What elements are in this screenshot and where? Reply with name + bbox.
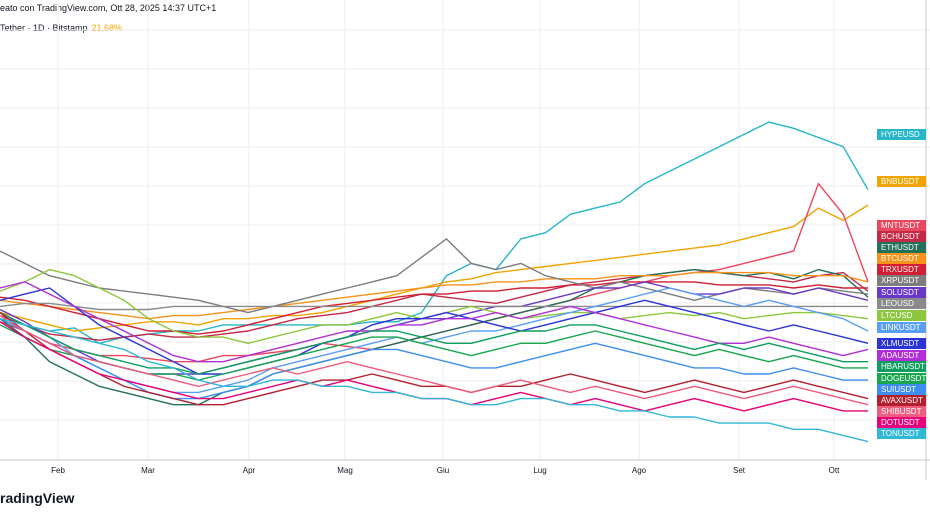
x-axis-tick-label: Mag <box>337 466 353 475</box>
series-line-shibusdt[interactable] <box>0 315 869 406</box>
series-line-tonusdt[interactable] <box>0 318 869 443</box>
price-tag-ltcusd: LTCUSD <box>877 310 926 321</box>
series-line-adausdt[interactable] <box>0 281 869 363</box>
series-line-leousd[interactable] <box>0 302 868 311</box>
symbol-info: Tether · 1D · Bitstamp <box>0 23 88 33</box>
price-tag-trxusdt: TRXUSDT <box>877 264 926 275</box>
price-tag-xlmusdt: XLMUSDT <box>877 338 926 349</box>
symbol-change-pct: 21,68% <box>91 23 123 33</box>
price-tag-bchusdt: BCHUSDT <box>877 231 926 242</box>
x-axis-tick-label: Giu <box>436 466 450 475</box>
price-tag-bnbusdt: BNBUSDT <box>877 176 926 187</box>
price-tag-ethusdt: ETHUSDT <box>877 242 926 253</box>
x-axis-tick-label: Apr <box>242 466 256 475</box>
price-tag-leousd: LEOUSD <box>877 298 926 309</box>
price-tag-shibusdt: SHIBUSDT <box>877 406 926 417</box>
price-tag-hypeusd: HYPEUSD <box>877 129 926 140</box>
price-tag-solusdt: SOLUSDT <box>877 287 926 298</box>
price-tag-mntusdt: MNTUSDT <box>877 220 926 231</box>
price-tag-suiusdt: SUIUSDT <box>877 384 926 395</box>
price-tag-tonusdt: TONUSDT <box>877 428 926 439</box>
price-tag-xrpusdt: XRPUSDT <box>877 275 926 286</box>
price-tag-avaxusdt: AVAXUSDT <box>877 395 926 406</box>
price-tag-dotusdt: DOTUSDT <box>877 417 926 428</box>
series-line-xrpusdt[interactable] <box>0 238 869 314</box>
series-line-bnbusdt[interactable] <box>0 204 869 332</box>
price-tag-adausdt: ADAUSDT <box>877 350 926 361</box>
x-axis-tick-label: Ott <box>828 466 840 475</box>
series-line-hbarusdt[interactable] <box>0 311 868 375</box>
price-tag-dogeusdt: DOGEUSDT <box>877 373 926 384</box>
x-axis-tick-label: Lug <box>533 466 547 475</box>
chart-header-symbol: Tether · 1D · Bitstamp 21,68% <box>0 23 122 33</box>
tradingview-logo: radingView <box>0 490 75 506</box>
price-tag-hbarusdt: HBARUSDT <box>877 361 926 372</box>
series-line-xlmusdt[interactable] <box>0 287 869 375</box>
series-line-avaxusdt[interactable] <box>0 312 869 406</box>
x-axis-tick-label: Feb <box>51 466 65 475</box>
series-line-trxusdt[interactable] <box>0 281 868 335</box>
chart-header-title: eato con TradingView.com, Ott 28, 2025 1… <box>0 3 217 13</box>
price-tag-linkusdt: LINKUSDT <box>877 322 926 333</box>
x-axis-tick-label: Ago <box>631 466 647 475</box>
x-axis-tick-label: Set <box>732 466 746 475</box>
price-tag-btcusdt: BTCUSDT <box>877 253 926 264</box>
series-line-btcusdt[interactable] <box>0 271 869 320</box>
series-line-suiusdt[interactable] <box>0 318 868 400</box>
x-axis-tick-label: Mar <box>141 466 155 475</box>
